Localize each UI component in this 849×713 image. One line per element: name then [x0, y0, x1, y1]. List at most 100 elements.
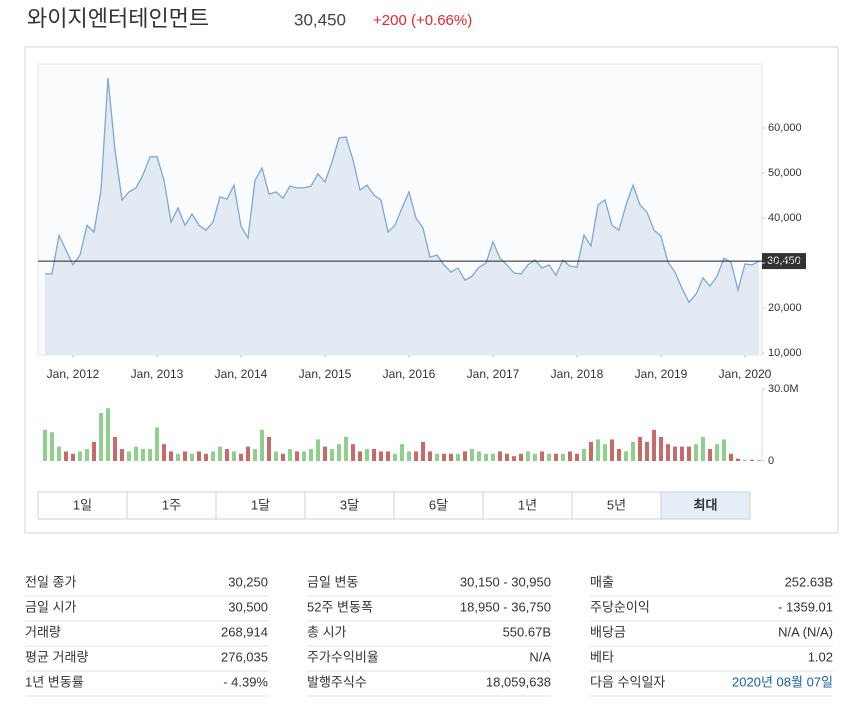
volume-bar: [218, 446, 222, 461]
volume-bar: [449, 453, 453, 461]
volume-bar: [617, 449, 621, 461]
stat-value: 1.02: [808, 649, 833, 664]
stat-label: 금일 시가: [25, 599, 76, 614]
x-tick-label: Jan, 2015: [299, 367, 352, 381]
stat-value: 18,950 - 36,750: [460, 599, 551, 614]
volume-bar: [113, 437, 117, 461]
range-button-label[interactable]: 5년: [607, 497, 626, 512]
range-button-label[interactable]: 6달: [429, 497, 448, 512]
volume-bar: [512, 456, 516, 461]
volume-bar: [288, 449, 292, 461]
stat-value: N/A: [529, 649, 551, 664]
volume-bar: [582, 449, 586, 461]
stat-label: 주가수익비율: [307, 649, 379, 664]
volume-bar: [624, 451, 628, 461]
volume-tick-label: 30.0M: [768, 383, 799, 395]
volume-bar: [372, 449, 376, 461]
volume-bar: [701, 437, 705, 461]
volume-bar: [568, 451, 572, 461]
price-line: [45, 77, 760, 304]
volume-bar: [323, 446, 327, 461]
stat-value: 2020년 08월 07일: [732, 674, 833, 689]
stat-value: 30,150 - 30,950: [460, 574, 551, 589]
stat-value: 550.67B: [503, 624, 551, 639]
volume-bar: [484, 453, 488, 461]
x-tick-label: Jan, 2017: [467, 367, 520, 381]
stock-name: 와이지엔터테인먼트: [27, 6, 209, 31]
volume-bar: [463, 451, 467, 461]
volume-bar: [708, 449, 712, 461]
volume-bar: [309, 449, 313, 461]
range-button[interactable]: [304, 491, 395, 520]
stat-value: - 4.39%: [223, 674, 268, 689]
volume-bar: [519, 453, 523, 461]
range-button[interactable]: [215, 491, 306, 520]
volume-bar: [337, 444, 341, 461]
chart-box: [24, 46, 839, 534]
volume-bar: [638, 437, 642, 461]
volume-bar: [330, 449, 334, 461]
volume-bar: [365, 449, 369, 461]
volume-bar: [505, 453, 509, 461]
range-button[interactable]: [660, 491, 751, 520]
stat-value: N/A (N/A): [778, 624, 833, 639]
range-button[interactable]: [126, 491, 217, 520]
range-button-label[interactable]: 1주: [162, 497, 181, 512]
range-button[interactable]: [393, 491, 484, 520]
volume-bar: [680, 446, 684, 461]
volume-bar: [743, 459, 747, 461]
volume-bar: [134, 446, 138, 461]
volume-bar: [267, 437, 271, 461]
y-tick-label: 60,000: [768, 122, 802, 134]
volume-bar: [456, 453, 460, 461]
volume-tick-label: 0: [768, 455, 774, 467]
range-button[interactable]: [37, 491, 128, 520]
volume-bar: [694, 444, 698, 461]
volume-bar: [204, 453, 208, 461]
volume-bar: [386, 451, 390, 461]
range-button-label[interactable]: 1일: [73, 497, 92, 512]
stat-label: 거래량: [25, 624, 61, 639]
volume-bar: [162, 444, 166, 461]
volume-bar: [435, 453, 439, 461]
volume-bar: [274, 451, 278, 461]
volume-bar: [351, 444, 355, 461]
volume-bar: [239, 453, 243, 461]
volume-bar: [498, 451, 502, 461]
y-tick-label: 20,000: [768, 302, 802, 314]
stat-label: 1년 변동률: [25, 674, 84, 689]
volume-bar: [50, 432, 54, 461]
volume-bar: [71, 453, 75, 461]
x-tick-label: Jan, 2016: [383, 367, 436, 381]
volume-bar: [400, 444, 404, 461]
y-tick-label: 50,000: [768, 167, 802, 179]
range-button-label[interactable]: 1달: [251, 497, 270, 512]
current-price-label: 30,450: [767, 255, 801, 267]
volume-bar: [722, 439, 726, 461]
x-tick-label: Jan, 2018: [551, 367, 604, 381]
stat-label: 평균 거래량: [25, 649, 88, 664]
volume-bar: [295, 451, 299, 461]
volume-bar: [99, 413, 103, 461]
volume-bar: [176, 453, 180, 461]
volume-bar: [379, 451, 383, 461]
range-button[interactable]: [571, 491, 662, 520]
stat-value: 276,035: [221, 649, 268, 664]
stat-label: 총 시가: [307, 624, 347, 639]
stock-price: 30,450: [294, 10, 346, 29]
range-button-label[interactable]: 3달: [340, 497, 359, 512]
volume-bar: [470, 449, 474, 461]
volume-bar: [43, 429, 47, 461]
volume-bar: [155, 427, 159, 461]
y-tick-label: 40,000: [768, 212, 802, 224]
range-button[interactable]: [482, 491, 573, 520]
volume-bar: [652, 429, 656, 461]
volume-bar: [190, 453, 194, 461]
stat-label: 금일 변동: [307, 574, 358, 589]
volume-bar: [533, 453, 537, 461]
y-tick-label: 30,000: [768, 257, 802, 269]
range-button-label[interactable]: 1년: [518, 497, 537, 512]
range-button-label[interactable]: 최대: [694, 497, 718, 512]
volume-bar: [596, 439, 600, 461]
price-area: [45, 78, 759, 355]
